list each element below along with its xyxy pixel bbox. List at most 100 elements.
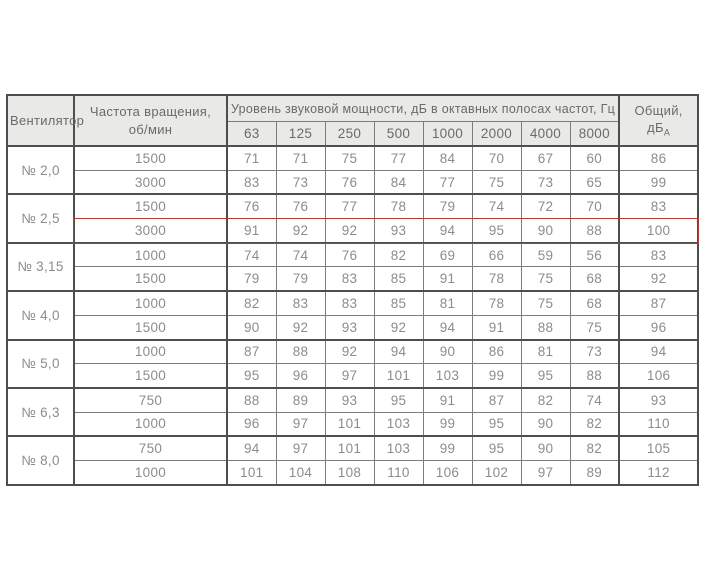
level-value: 91	[422, 386, 473, 413]
level-value: 83	[275, 290, 326, 316]
total-value: 112	[618, 459, 699, 486]
table-row: 1500 79 79 83 85 91 78 75 68 92	[7, 266, 699, 292]
level-value: 60	[569, 144, 620, 171]
level-value: 88	[275, 338, 326, 365]
level-value: 71	[275, 144, 326, 171]
level-value: 92	[324, 338, 375, 365]
table-row: № 2,0 1500 71 71 75 77 84 70 67 60 86	[6, 144, 699, 195]
level-value: 75	[569, 314, 620, 341]
level-value: 71	[226, 144, 277, 171]
level-value: 94	[422, 314, 473, 341]
level-value: 65	[569, 169, 620, 195]
octave-band-header: Уровень звуковой мощности, дБ в октавных…	[226, 94, 620, 122]
level-value: 83	[324, 290, 375, 316]
table-row: 3000 91 92 92 93 94 95 90 88 100	[7, 218, 699, 244]
level-value: 78	[471, 290, 522, 316]
level-value: 89	[569, 459, 620, 486]
level-value: 77	[373, 144, 424, 171]
level-value: 89	[275, 386, 326, 413]
fan-column-header: Вентилятор	[6, 94, 84, 147]
fan-label: № 6,3	[6, 386, 75, 437]
fan-label: № 4,0	[6, 290, 75, 341]
table-row: 1500 90 92 93 92 94 91 88 75 96	[7, 314, 699, 341]
table-row: № 4,0 1000 82 83 83 85 81 78 75 68 87	[6, 290, 699, 341]
freq-header-4000: 4000	[520, 121, 571, 147]
level-value: 101	[324, 435, 375, 461]
total-header-subscript: А	[663, 128, 671, 138]
level-value: 97	[275, 411, 326, 437]
total-value: 110	[618, 411, 699, 437]
level-value: 78	[373, 193, 424, 220]
level-value: 75	[471, 169, 522, 195]
level-value: 72	[520, 193, 571, 220]
level-value: 93	[324, 314, 375, 341]
total-value: 106	[618, 363, 699, 389]
level-value: 104	[275, 459, 326, 486]
level-value: 86	[471, 338, 522, 365]
level-value: 82	[569, 411, 620, 437]
speed-value: 1000	[73, 459, 228, 486]
total-value: 86	[618, 144, 699, 171]
level-value: 99	[422, 411, 473, 437]
freq-header-1000: 1000	[422, 121, 473, 147]
level-value: 110	[373, 459, 424, 486]
level-value: 103	[422, 363, 473, 389]
level-value: 95	[471, 435, 522, 461]
level-value: 108	[324, 459, 375, 486]
table-row: № 5,0 1000 87 88 92 94 90 86 81 73 94	[6, 338, 699, 389]
freq-header-250: 250	[324, 121, 375, 147]
level-value: 74	[569, 386, 620, 413]
table-row: № 8,0 750 94 97 101 103 99 95 90 82 105	[6, 435, 699, 486]
level-value: 99	[471, 363, 522, 389]
table-row: № 6,3 750 88 89 93 95 91 87 82 74 93	[6, 386, 699, 437]
level-value: 88	[520, 314, 571, 341]
level-value: 68	[569, 290, 620, 316]
level-value: 74	[471, 193, 522, 220]
speed-value: 1000	[73, 241, 228, 268]
level-value: 75	[324, 144, 375, 171]
level-value: 91	[471, 314, 522, 341]
total-value: 94	[618, 338, 699, 365]
level-value: 66	[471, 241, 522, 268]
header-row-frequencies: 63 125 250 500 1000 2000 4000 8000	[7, 121, 698, 147]
level-value: 92	[324, 218, 375, 244]
total-value: 83	[618, 193, 699, 220]
fan-label: № 2,0	[6, 144, 75, 195]
total-value: 87	[618, 290, 699, 316]
level-value: 79	[422, 193, 473, 220]
level-value: 101	[324, 411, 375, 437]
level-value: 103	[373, 435, 424, 461]
level-value: 79	[275, 266, 326, 292]
level-value: 95	[520, 363, 571, 389]
total-header-text: Общий, дБ	[634, 102, 683, 136]
level-value: 85	[373, 266, 424, 292]
speed-value: 1500	[73, 314, 228, 341]
level-value: 88	[226, 386, 277, 413]
table-header: Вентилятор Частота вращения, об/мин Уров…	[6, 94, 699, 147]
level-value: 74	[275, 241, 326, 268]
level-value: 82	[226, 290, 277, 316]
table-row: 1500 95 96 97 101 103 99 95 88 106	[7, 363, 699, 389]
level-value: 76	[226, 193, 277, 220]
level-value: 96	[226, 411, 277, 437]
level-value: 76	[275, 193, 326, 220]
level-value: 91	[422, 266, 473, 292]
level-value: 76	[324, 241, 375, 268]
total-column-header: Общий, дБА	[618, 94, 699, 147]
speed-column-header: Частота вращения, об/мин	[73, 94, 228, 147]
speed-value: 1500	[73, 266, 228, 292]
level-value: 90	[520, 218, 571, 244]
fan-sound-power-table: Вентилятор Частота вращения, об/мин Уров…	[6, 94, 700, 486]
speed-header-line2: об/мин	[128, 121, 173, 137]
table-row: 3000 83 73 76 84 77 75 73 65 99	[7, 169, 699, 195]
freq-header-500: 500	[373, 121, 424, 147]
level-value: 81	[422, 290, 473, 316]
speed-value: 3000	[73, 169, 228, 195]
level-value: 77	[324, 193, 375, 220]
level-value: 82	[373, 241, 424, 268]
level-value: 70	[569, 193, 620, 220]
level-value: 75	[520, 266, 571, 292]
level-value: 76	[324, 169, 375, 195]
level-value: 78	[471, 266, 522, 292]
